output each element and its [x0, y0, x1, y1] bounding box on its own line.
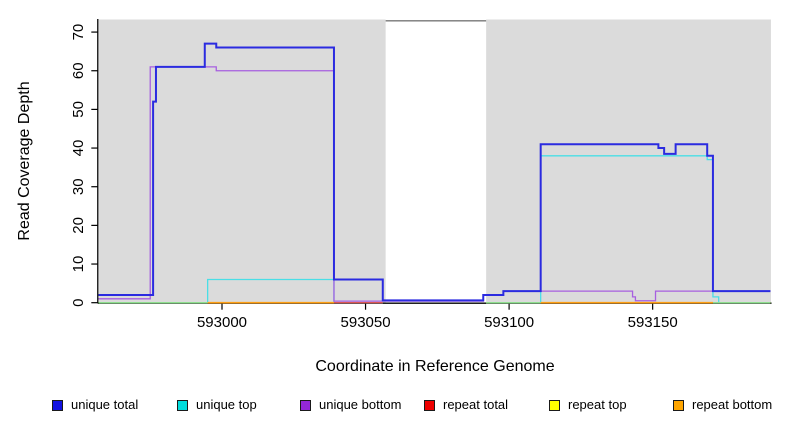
repeat-total-swatch-icon: [424, 399, 435, 411]
y-tick-label: 0: [70, 299, 87, 307]
legend-item-unique-top: unique top: [177, 397, 257, 413]
x-tick-label: 593000: [197, 314, 247, 331]
y-tick-label: 30: [70, 178, 87, 195]
x-tick-label: 593100: [484, 314, 534, 331]
x-tick-label: 593150: [628, 314, 678, 331]
legend-item-unique-total: unique total: [52, 397, 138, 413]
unique-top-swatch-icon: [177, 399, 188, 411]
unique-bottom-swatch-icon: [300, 399, 311, 411]
series-line-unique-total: [98, 42, 771, 302]
legend-label: unique total: [71, 397, 139, 412]
y-tick-label: 50: [70, 101, 87, 118]
masked-region: [486, 19, 771, 303]
masked-region: [99, 19, 386, 303]
coverage-chart: 593000 593050 593100 593150 0 10 20 30 40 50 60 70: [70, 19, 772, 331]
legend-label: unique top: [196, 397, 257, 412]
legend-label: repeat bottom: [692, 397, 773, 412]
legend-label: repeat top: [568, 397, 627, 412]
y-tick-label: 60: [70, 62, 87, 79]
y-tick-label: 20: [70, 217, 87, 234]
legend-label: repeat total: [443, 397, 509, 412]
x-tick-label: 593050: [341, 314, 391, 331]
legend-label: unique bottom: [319, 397, 402, 412]
y-tick-label: 40: [70, 140, 87, 157]
repeat-top-swatch-icon: [549, 399, 560, 411]
unique-total-swatch-icon: [52, 399, 63, 411]
legend-item-unique-bottom: unique bottom: [300, 397, 401, 413]
y-axis-title: Read Coverage Depth: [16, 81, 33, 241]
x-axis-title: Coordinate in Reference Genome: [315, 358, 555, 375]
legend-item-repeat-top: repeat top: [549, 397, 627, 413]
repeat-bottom-swatch-icon: [673, 399, 684, 411]
legend-item-repeat-bottom: repeat bottom: [673, 397, 772, 413]
legend-item-repeat-total: repeat total: [424, 397, 508, 413]
y-tick-label: 70: [70, 24, 87, 41]
y-tick-label: 10: [70, 256, 87, 273]
legend: unique total unique top unique bottom re…: [0, 397, 792, 417]
